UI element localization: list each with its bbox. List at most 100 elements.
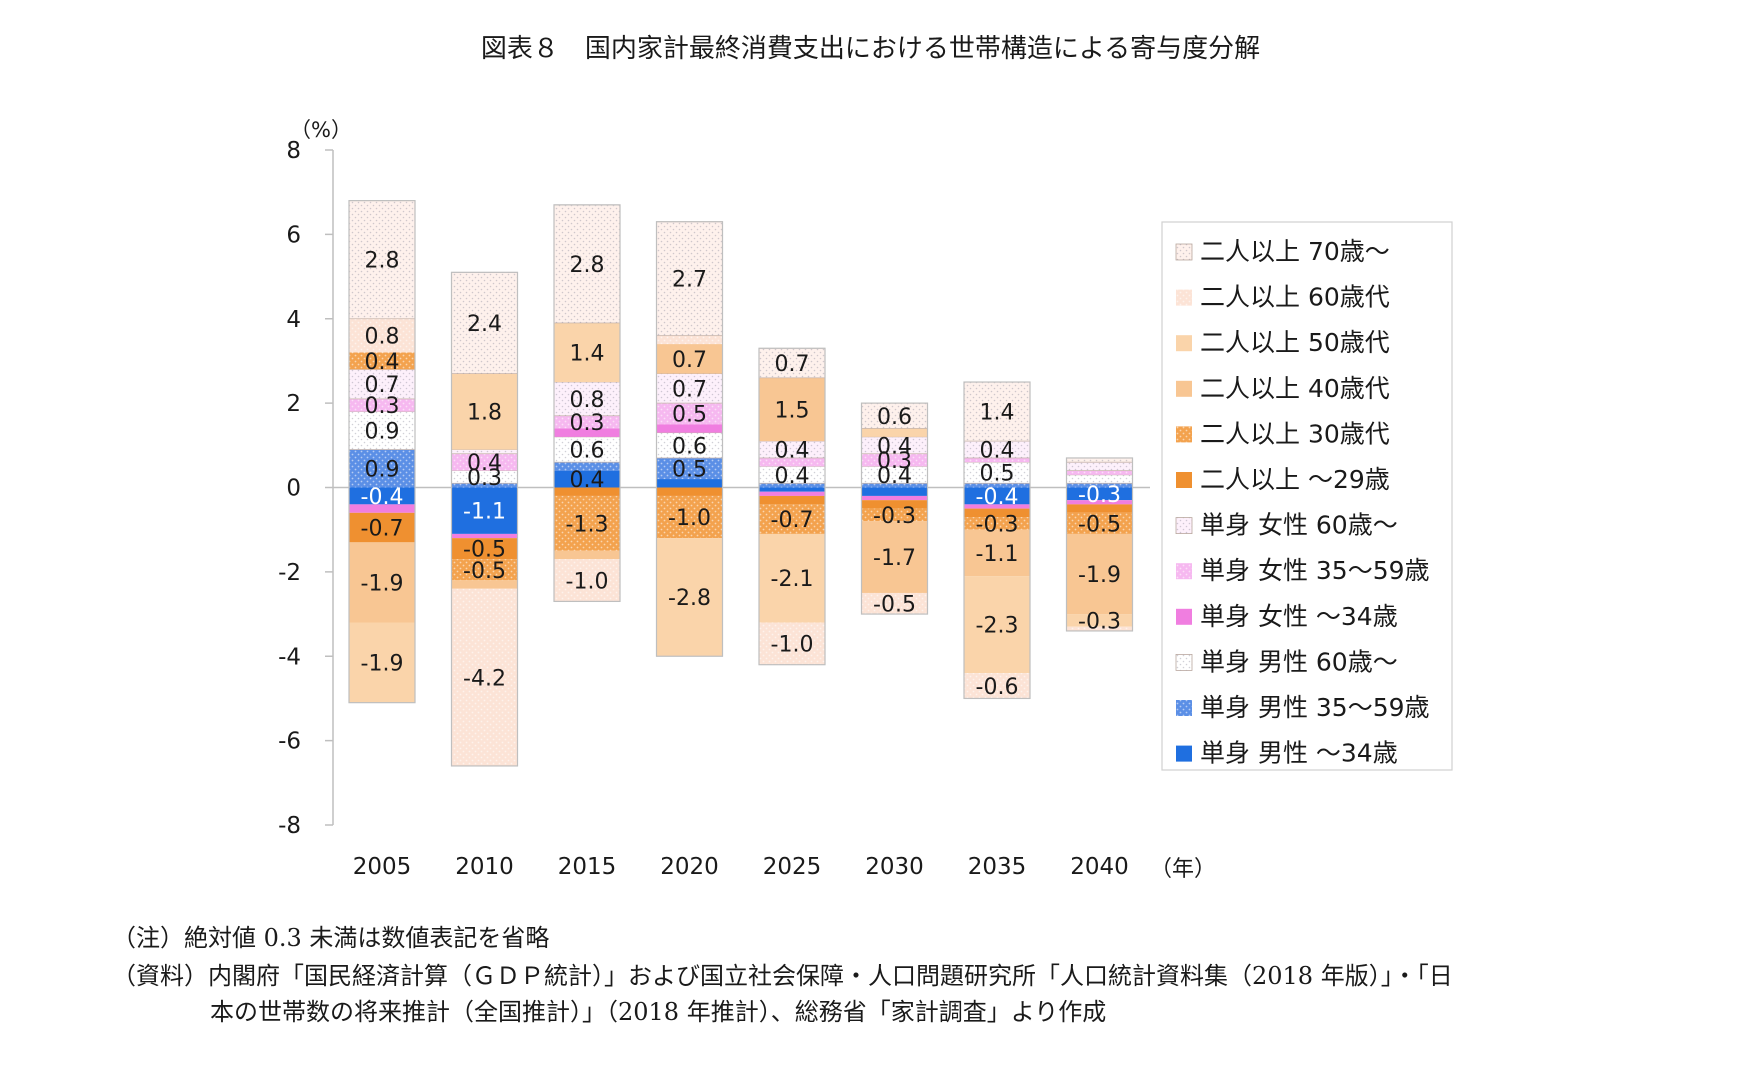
data-label: 0.4: [467, 451, 502, 476]
data-label: 1.5: [775, 398, 810, 423]
source-text-line1: （資料）内閣府「国民経済計算（ＧＤＰ統計）」および国立社会保障・人口問題研究所「…: [112, 962, 1453, 990]
data-label: -0.7: [771, 508, 814, 533]
data-label: -0.5: [873, 593, 916, 618]
data-label: 0.8: [365, 325, 400, 350]
legend-label: 単身 男性 35～59歳: [1200, 693, 1430, 722]
data-label: -1.0: [668, 506, 711, 531]
data-label: -0.3: [976, 512, 1019, 537]
data-label: -0.5: [463, 559, 506, 584]
y-tick-label: 0: [286, 476, 301, 502]
legend-label: 単身 女性 35～59歳: [1200, 556, 1430, 585]
x-tick-label: 2020: [660, 854, 719, 880]
bar-segment: [657, 488, 723, 496]
y-tick-label: -2: [278, 560, 301, 586]
data-label: -1.1: [976, 542, 1019, 567]
legend-swatch: [1176, 381, 1192, 397]
data-label: -0.3: [1078, 483, 1121, 508]
legend-label: 単身 男性 60歳～: [1200, 647, 1398, 676]
legend-label: 二人以上 70歳～: [1200, 237, 1390, 266]
data-label: 2.4: [467, 312, 502, 337]
legend-swatch: [1176, 609, 1192, 625]
legend-label: 二人以上 30歳代: [1200, 419, 1390, 448]
y-tick-label: -4: [278, 644, 301, 670]
data-label: -0.7: [361, 517, 404, 542]
data-label: 0.4: [877, 434, 912, 459]
legend-swatch-texture: [1176, 290, 1192, 306]
data-label: 0.6: [877, 405, 912, 430]
data-label: 0.9: [365, 458, 400, 483]
data-label: -2.3: [976, 614, 1019, 639]
note-text: （注）絶対値 0.3 未満は数値表記を省略: [112, 924, 549, 952]
legend-swatch-texture: [1176, 654, 1192, 670]
data-label: 1.4: [570, 342, 605, 367]
data-label: -1.9: [361, 571, 404, 596]
legend-label: 二人以上 ～29歳: [1200, 465, 1390, 494]
legend-swatch-texture: [1176, 700, 1192, 716]
y-tick-label: 2: [286, 391, 301, 417]
legend-label: 二人以上 50歳代: [1200, 328, 1390, 357]
y-axis-unit: （%）: [290, 118, 352, 142]
legend-swatch: [1176, 746, 1192, 762]
data-label: 0.5: [672, 458, 707, 483]
data-label: 2.8: [365, 249, 400, 274]
y-tick-label: 4: [286, 307, 301, 333]
data-label: -1.0: [771, 633, 814, 658]
data-label: -1.9: [361, 652, 404, 677]
data-label: 0.4: [775, 464, 810, 489]
x-tick-label: 2025: [763, 854, 822, 880]
x-tick-label: 2010: [455, 854, 514, 880]
data-label: 2.8: [570, 253, 605, 278]
y-tick-label: -8: [278, 813, 301, 839]
footnote: （注）絶対値 0.3 未満は数値表記を省略: [112, 920, 549, 956]
source-text-line2: 本の世帯数の将来推計（全国推計）」（2018 年推計）、総務省「家計調査」より作…: [112, 994, 1453, 1030]
data-label: -0.3: [873, 504, 916, 529]
data-label: 0.7: [775, 352, 810, 377]
bar-segment: [759, 492, 825, 496]
data-label: 0.5: [672, 403, 707, 428]
legend-swatch-texture: [1176, 518, 1192, 534]
data-label: -0.4: [976, 485, 1019, 510]
x-tick-label: 2035: [968, 854, 1027, 880]
bar-texture: [657, 336, 723, 344]
data-label: 0.9: [365, 420, 400, 445]
x-tick-label: 2005: [353, 854, 412, 880]
data-label: -0.3: [1078, 609, 1121, 634]
data-label: 0.7: [365, 373, 400, 398]
data-label: 0.7: [672, 377, 707, 402]
bar-texture: [1067, 458, 1133, 462]
x-tick-label: 2015: [558, 854, 617, 880]
data-label: -4.2: [463, 666, 506, 691]
data-label: -1.9: [1078, 563, 1121, 588]
data-label: 0.4: [570, 468, 605, 493]
legend: 二人以上 70歳～ 二人以上 60歳代二人以上 50歳代二人以上 40歳代二人以上…: [1162, 222, 1452, 770]
bar-texture: [1067, 462, 1133, 470]
x-axis-unit: （年）: [1150, 857, 1216, 882]
data-label: 0.7: [672, 348, 707, 373]
data-label: -0.4: [361, 485, 404, 510]
y-tick-label: 6: [286, 222, 301, 248]
x-tick-label: 2030: [865, 854, 924, 880]
bar-texture: [1067, 471, 1133, 475]
data-label: -1.7: [873, 546, 916, 571]
data-label: 0.8: [570, 388, 605, 413]
legend-label: 単身 女性 60歳～: [1200, 511, 1398, 540]
legend-swatch-texture: [1176, 563, 1192, 579]
bar-segment: [759, 496, 825, 504]
legend-label: 単身 男性 ～34歳: [1200, 739, 1398, 768]
legend-label: 二人以上 60歳代: [1200, 283, 1390, 312]
legend-label: 二人以上 40歳代: [1200, 374, 1390, 403]
data-label: -0.6: [976, 675, 1019, 700]
data-label: 1.4: [980, 401, 1015, 426]
legend-label: 単身 女性 ～34歳: [1200, 602, 1398, 631]
data-label: -2.8: [668, 586, 711, 611]
x-tick-label: 2040: [1070, 854, 1129, 880]
bar-segment: [554, 551, 620, 559]
data-label: 1.8: [467, 401, 502, 426]
legend-swatch: [1176, 335, 1192, 351]
source-note: （資料）内閣府「国民経済計算（ＧＤＰ統計）」および国立社会保障・人口問題研究所「…: [112, 958, 1453, 1030]
legend-swatch-texture: [1176, 426, 1192, 442]
data-label: 0.6: [672, 434, 707, 459]
data-label: 0.4: [980, 439, 1015, 464]
data-label: 0.4: [365, 350, 400, 375]
